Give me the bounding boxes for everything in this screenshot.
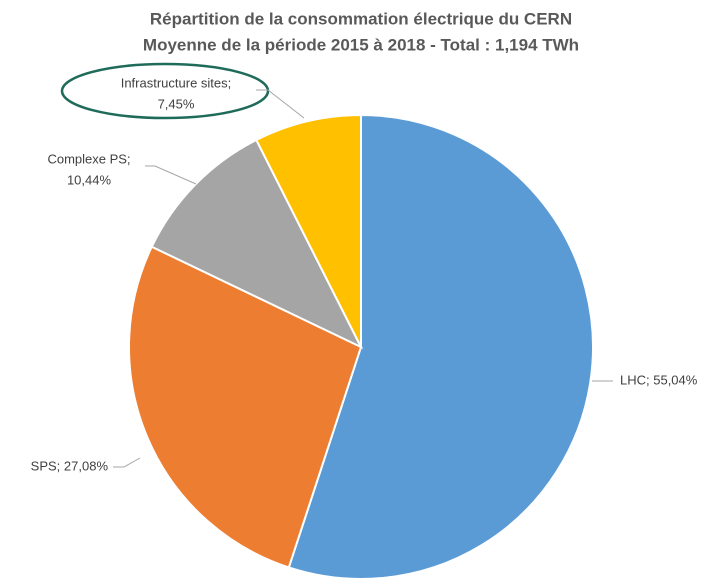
- pie-slice: [254, 113, 362, 348]
- data-label: Complexe PS;: [47, 151, 130, 166]
- highlight-ellipse: [60, 62, 270, 120]
- data-label: Infrastructure sites;: [121, 75, 232, 90]
- data-label: SPS; 27,08%: [31, 458, 109, 473]
- data-label: 10,44%: [67, 172, 112, 187]
- pie-slice: [150, 138, 364, 350]
- chart-subtitle: Moyenne de la période 2015 à 2018 - Tota…: [143, 35, 579, 54]
- chart-title: Répartition de la consommation électriqu…: [150, 9, 572, 28]
- leader-line: [145, 165, 197, 185]
- data-label: LHC; 55,04%: [620, 372, 698, 387]
- pie-slice: [287, 113, 594, 579]
- leader-line: [113, 457, 141, 468]
- leader-line: [256, 89, 305, 119]
- pie-slice: [128, 245, 363, 569]
- data-label: 7,45%: [158, 96, 195, 111]
